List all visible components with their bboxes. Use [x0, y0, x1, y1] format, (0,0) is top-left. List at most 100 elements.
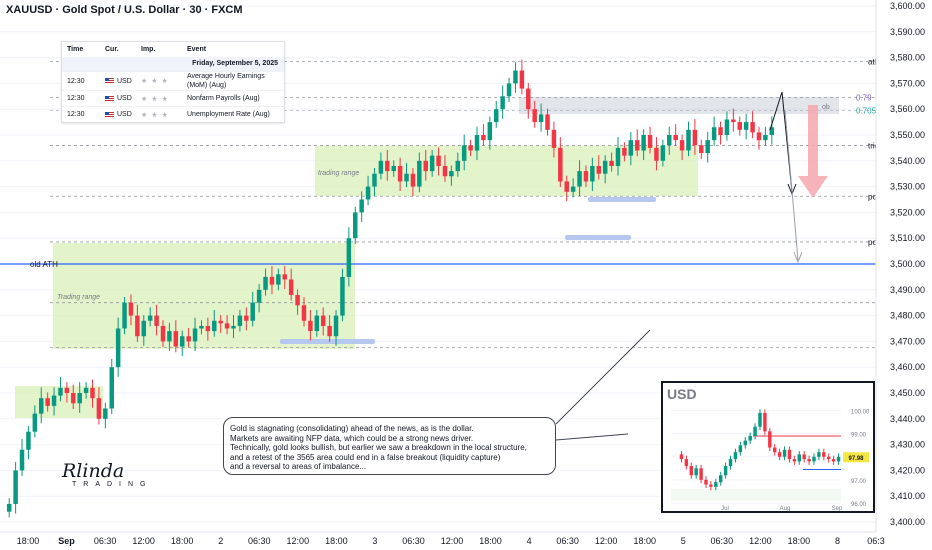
drawings: trading range Trading range ob: [57, 91, 830, 441]
time-tick-label: 5: [681, 536, 686, 546]
events-col-importance: Imp.: [141, 46, 156, 53]
candle-body: [353, 212, 358, 239]
usd-candle-body: [822, 452, 826, 457]
usd-candle-body: [719, 475, 723, 483]
candle-body: [417, 160, 422, 187]
time-tick-label: 18:00: [633, 536, 656, 546]
usd-inset-chart: USD 100.0099.0098.0097.0096.0097.98JulAu…: [661, 381, 875, 513]
time-tick-label: 18:00: [479, 536, 502, 546]
event-currency-cell: USD: [105, 78, 141, 85]
event-row[interactable]: 12:30 USD ★ ★ ★ Nonfarm Payrolls (Aug): [62, 90, 284, 106]
candle-body: [135, 315, 140, 337]
candle-body: [244, 315, 249, 321]
time-tick-label: 06:30: [556, 536, 579, 546]
candle-body: [58, 387, 63, 396]
us-flag-icon: [105, 78, 114, 84]
usd-tick-label: 97.00: [851, 479, 867, 485]
time-tick-label: 06:30: [402, 536, 425, 546]
projection-path: [769, 91, 793, 193]
candle-body: [276, 274, 281, 285]
event-name: Average Hourly Earnings (MoM) (Aug): [187, 73, 265, 89]
candle-body: [647, 135, 653, 148]
price-tick-label: 3,580.00: [890, 53, 925, 63]
candle-body: [45, 398, 50, 406]
price-tick-label: 3,500.00: [890, 259, 925, 269]
candle-body: [372, 173, 377, 187]
events-col-time: Time: [67, 46, 84, 53]
candle-body: [282, 274, 288, 280]
time-tick-label: 12:00: [595, 536, 618, 546]
us-flag-icon: [105, 111, 114, 118]
candle-body: [19, 449, 25, 471]
candle-body: [385, 160, 390, 172]
callout-pointer-2: [555, 433, 629, 441]
usd-candle-body: [792, 459, 797, 462]
candle-body: [314, 315, 320, 332]
candle-body: [205, 325, 211, 332]
logo-line1: Rlinda: [62, 460, 125, 482]
candle-body: [654, 147, 659, 161]
usd-candle-body: [782, 449, 787, 457]
usd-candle-body: [773, 447, 777, 453]
usd-last-label: 97.98: [848, 456, 864, 462]
candle-body: [564, 181, 569, 192]
event-currency-cell: USD: [105, 95, 141, 102]
candle-body: [212, 320, 217, 332]
candle-body: [51, 395, 57, 406]
candle-body: [250, 302, 255, 321]
candle-body: [256, 289, 262, 303]
level-name-label: 0.79: [856, 94, 872, 103]
usd-candle-body: [748, 435, 752, 441]
price-tick-label: 3,540.00: [890, 156, 925, 166]
candle-body: [442, 165, 448, 177]
price-tick-label: 3,510.00: [890, 233, 925, 243]
usd-grid: [671, 410, 841, 504]
time-tick-label: 8: [835, 536, 840, 546]
candle-body: [500, 96, 505, 110]
candle-body: [346, 238, 352, 277]
economic-events-panel[interactable]: Time Cur. Imp. Event Friday, September 5…: [61, 41, 285, 123]
event-name: Nonfarm Payrolls (Aug): [187, 95, 260, 102]
candle-body: [295, 294, 300, 306]
candle-body: [103, 408, 108, 419]
usd-candle-body: [694, 468, 698, 476]
analysis-note: Gold is stagnating (consolidating) ahead…: [223, 417, 556, 475]
brand-logo: Rlinda TRADING: [62, 460, 146, 490]
candle-body: [320, 315, 326, 326]
usd-candle-body: [733, 452, 738, 460]
usd-candle-body: [797, 454, 801, 462]
candle-body: [641, 135, 646, 151]
level-name-label: poi: [868, 192, 879, 201]
price-tick-label: 3,440.00: [890, 414, 925, 424]
event-time: 12:30: [67, 77, 85, 85]
candle-body: [39, 398, 44, 414]
price-tick-label: 3,400.00: [890, 517, 925, 527]
usd-candle-body: [827, 456, 831, 460]
candle-body: [237, 315, 243, 326]
candle-body: [128, 302, 134, 316]
candle-body: [583, 171, 589, 182]
usd-candle-body: [812, 456, 816, 462]
event-importance-stars: ★ ★ ★: [141, 95, 169, 103]
usd-candle-body: [679, 454, 684, 460]
event-row[interactable]: 12:30 USD ★ ★ ★ Unemployment Rate (Aug): [62, 106, 284, 122]
candle-body: [667, 135, 672, 146]
usd-candle-body: [763, 412, 767, 432]
candle-body: [199, 325, 204, 329]
candle-body: [429, 155, 435, 172]
price-tick-label: 3,420.00: [890, 465, 925, 475]
time-tick-label: 12:00: [441, 536, 464, 546]
price-tick-label: 3,530.00: [890, 182, 925, 192]
event-currency: USD: [117, 77, 132, 85]
usd-candles: [679, 409, 841, 491]
usd-chart-title: USD: [667, 386, 697, 402]
candle-body: [160, 325, 166, 342]
candle-body: [468, 145, 473, 151]
event-row[interactable]: 12:30 USD ★ ★ ★ Average Hourly Earnings …: [62, 71, 284, 90]
candle-body: [545, 114, 550, 130]
candle-body: [301, 305, 307, 321]
candle-body: [404, 173, 409, 182]
event-importance-stars: ★ ★ ★: [141, 111, 169, 119]
usd-candle-body: [704, 479, 708, 485]
